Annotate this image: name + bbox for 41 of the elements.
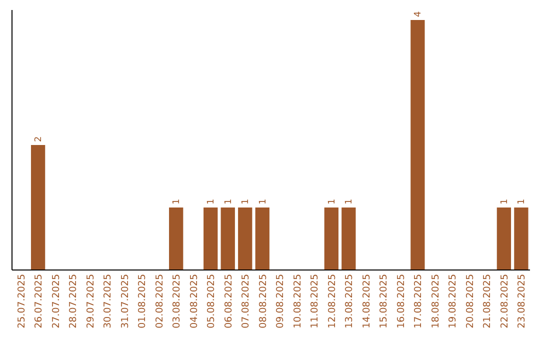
x-tick-label: 02.08.2025 [154, 274, 166, 328]
data-label: 1 [500, 198, 510, 204]
x-tick-label: 16.08.2025 [396, 274, 407, 328]
x-tick-label: 10.08.2025 [292, 274, 304, 328]
data-label: 1 [258, 198, 268, 204]
data-label: 1 [517, 198, 528, 204]
x-tick-label: 01.08.2025 [137, 274, 148, 328]
data-label: 1 [206, 198, 217, 204]
x-tick-label: 08.08.2025 [258, 274, 269, 328]
data-label: 1 [172, 198, 182, 204]
x-tick-label: 13.08.2025 [344, 274, 356, 328]
x-tick-label: 04.08.2025 [188, 274, 200, 328]
x-tick-label: 21.08.2025 [482, 274, 494, 328]
data-label: 1 [241, 198, 252, 204]
data-label: 1 [344, 198, 355, 204]
x-tick-label: 17.08.2025 [413, 274, 424, 328]
x-tick-label: 26.07.2025 [34, 274, 45, 328]
data-label: 1 [224, 198, 234, 204]
x-tick-label: 19.08.2025 [448, 274, 459, 328]
x-tick-label: 12.08.2025 [326, 274, 338, 328]
x-tick-label: 05.08.2025 [206, 274, 218, 328]
x-tick-label: 07.08.2025 [240, 274, 252, 328]
x-tick-label: 20.08.2025 [464, 274, 476, 328]
x-tick-label: 03.08.2025 [172, 274, 183, 328]
x-tick-label: 11.08.2025 [310, 274, 321, 328]
x-tick-label: 06.08.2025 [223, 274, 234, 328]
x-tick-label: 22.08.2025 [499, 274, 510, 328]
x-tick-label: 27.07.2025 [50, 274, 62, 328]
x-tick-label: 15.08.2025 [378, 274, 390, 328]
x-tick-label: 18.08.2025 [430, 274, 442, 328]
x-tick-label: 23.08.2025 [516, 274, 528, 328]
data-label: 2 [34, 136, 44, 142]
x-tick-label: 28.07.2025 [68, 274, 80, 328]
x-tick-label: 31.07.2025 [120, 274, 131, 328]
data-label: 4 [414, 11, 424, 17]
x-tick-label: 25.07.2025 [16, 274, 28, 328]
x-tick-label: 29.07.2025 [85, 274, 96, 328]
x-tick-label: 14.08.2025 [361, 274, 372, 328]
x-tick-label: 30.07.2025 [102, 274, 114, 328]
x-tick-label: 09.08.2025 [275, 274, 286, 328]
data-label: 1 [327, 198, 338, 204]
